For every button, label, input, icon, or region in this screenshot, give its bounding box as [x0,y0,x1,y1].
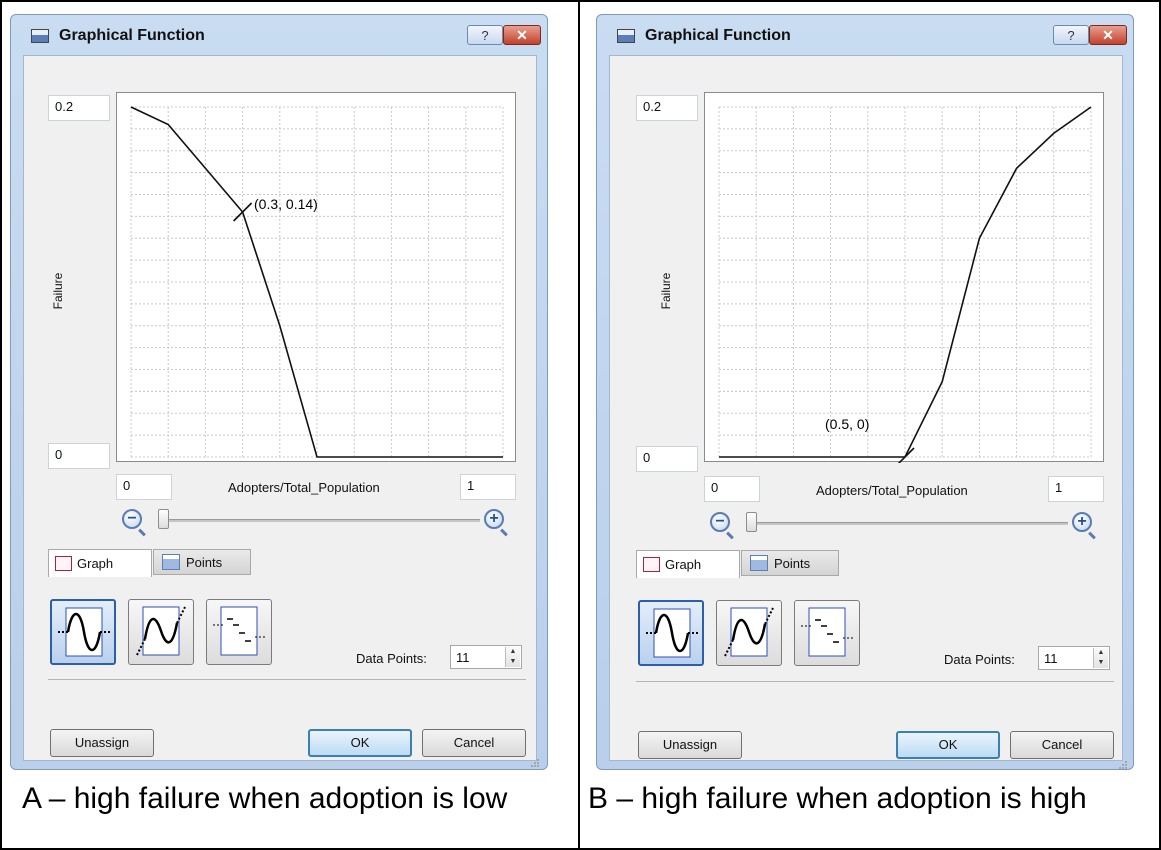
graph-tab-icon [643,557,660,572]
x-axis-label: Adopters/Total_Population [228,480,380,495]
tab-points[interactable]: Points [153,549,251,575]
discrete-mode-button[interactable] [206,599,272,665]
y-max-field[interactable]: 0.2 [636,95,698,121]
panel-a: Graphical Function ? ✕ 0.2 0 Failure (0.… [0,0,579,850]
graph-plot-area[interactable]: (0.3, 0.14) [116,92,516,462]
y-axis-label: Failure [51,272,65,310]
ok-button[interactable]: OK [308,729,412,757]
window-app-icon [31,29,49,43]
graph-tab-icon [55,556,72,571]
tab-graph-label: Graph [77,556,114,571]
point-annotation: (0.3, 0.14) [254,196,318,212]
tab-graph-label: Graph [665,557,702,572]
separator [636,681,1114,682]
data-points-spinbox[interactable]: 11 ▲ ▼ [450,645,522,669]
extrapolate-mode-icon [136,606,186,656]
graph-svg [130,106,504,458]
zoom-out-icon[interactable]: − [710,512,730,532]
panel-divider [578,0,580,850]
data-points-spinbox[interactable]: 11 ▲ ▼ [1038,646,1110,670]
close-button[interactable]: ✕ [503,25,541,45]
zoom-out-icon[interactable]: − [122,509,142,529]
y-min-field[interactable]: 0 [636,446,698,472]
data-points-value: 11 [456,650,470,665]
help-button[interactable]: ? [1053,25,1089,45]
extrapolate-mode-button[interactable] [716,600,782,666]
point-annotation: (0.5, 0) [825,416,870,432]
extrapolate-mode-icon [724,607,774,657]
points-tab-icon [750,555,768,571]
function-line [130,106,503,458]
graph-svg [718,106,1092,463]
resize-grip-icon[interactable] [530,758,540,768]
y-axis-label-wrap: Failure [656,262,676,322]
panel-caption: A – high failure when adoption is low [22,782,508,815]
y-axis-label: Failure [659,272,673,310]
tab-graph[interactable]: Graph [48,549,152,577]
y-axis-label-wrap: Failure [48,262,68,322]
y-min-field[interactable]: 0 [48,443,110,469]
unassign-button[interactable]: Unassign [50,729,154,757]
tab-points-label: Points [774,556,811,571]
window-title: Graphical Function [59,27,205,44]
graph-plot-area[interactable]: (0.5, 0) [704,92,1104,463]
data-points-value: 11 [1044,651,1058,666]
x-min-field[interactable]: 0 [704,476,760,502]
zoom-in-icon[interactable]: + [484,509,504,529]
y-max-field[interactable]: 0.2 [48,95,110,121]
panel-caption: B – high failure when adoption is high [588,782,1087,815]
spin-arrows-icon[interactable]: ▲ ▼ [505,647,520,667]
tab-points[interactable]: Points [741,550,839,576]
close-button[interactable]: ✕ [1089,25,1127,45]
window-app-icon [617,29,635,43]
tab-graph[interactable]: Graph [636,550,740,578]
panel-b: Graphical Function ? ✕ 0.2 0 Failure (0.… [580,0,1159,850]
unassign-button[interactable]: Unassign [638,731,742,759]
ok-button[interactable]: OK [896,731,1000,759]
continuous-mode-button[interactable] [638,600,704,666]
discrete-mode-icon [801,607,853,657]
data-points-label: Data Points: [356,651,427,666]
data-points-label: Data Points: [944,652,1015,667]
zoom-slider-thumb[interactable] [158,509,169,529]
discrete-mode-button[interactable] [794,600,860,666]
zoom-slider-track[interactable] [158,519,480,522]
continuous-mode-icon [58,607,110,657]
spin-arrows-icon[interactable]: ▲ ▼ [1093,648,1108,668]
resize-grip-icon[interactable] [1118,760,1128,770]
points-tab-icon [162,554,180,570]
x-max-field[interactable]: 1 [460,474,516,500]
zoom-slider-track[interactable] [746,522,1068,525]
x-max-field[interactable]: 1 [1048,476,1104,502]
title-bar[interactable]: Graphical Function ? ✕ [11,15,547,51]
cancel-button[interactable]: Cancel [422,729,526,757]
extrapolate-mode-button[interactable] [128,599,194,665]
x-min-field[interactable]: 0 [116,474,172,500]
selected-point-marker [233,202,253,222]
help-button[interactable]: ? [467,25,503,45]
title-bar[interactable]: Graphical Function ? ✕ [597,15,1133,51]
zoom-in-icon[interactable]: + [1072,512,1092,532]
window-title: Graphical Function [645,27,791,44]
tab-points-label: Points [186,555,223,570]
zoom-slider-thumb[interactable] [746,512,757,532]
x-axis-label: Adopters/Total_Population [816,483,968,498]
continuous-mode-button[interactable] [50,599,116,665]
separator [48,679,526,680]
discrete-mode-icon [213,606,265,656]
continuous-mode-icon [646,608,698,658]
cancel-button[interactable]: Cancel [1010,731,1114,759]
selected-point-marker [897,447,915,463]
